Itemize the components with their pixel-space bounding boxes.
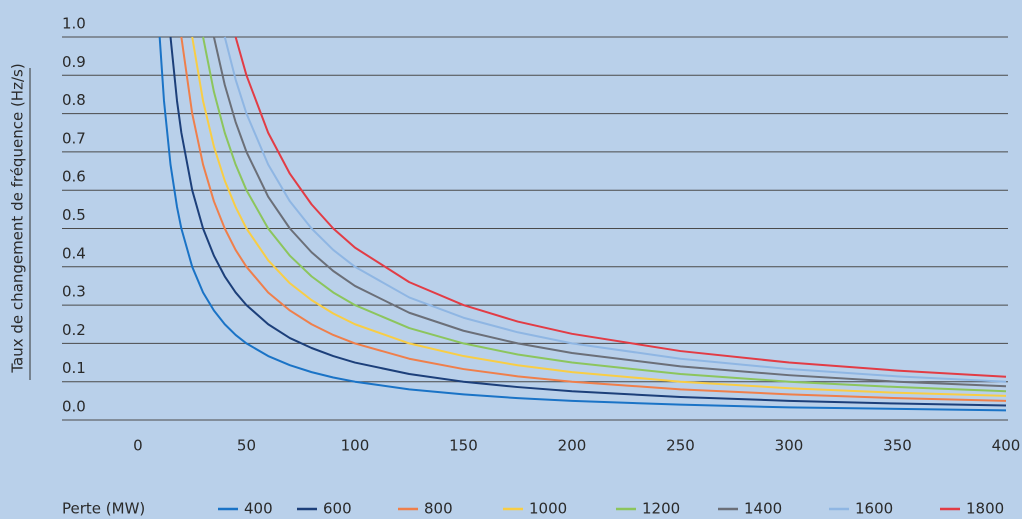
y-tick-label: 0.4 xyxy=(62,244,86,262)
y-tick-label: 0.7 xyxy=(62,129,86,147)
x-tick-label: 150 xyxy=(449,437,478,455)
legend-label: 1000 xyxy=(529,500,567,518)
legend-label: 1200 xyxy=(642,500,680,518)
y-tick-label: 0.0 xyxy=(62,398,86,416)
y-tick-label: 0.2 xyxy=(62,321,86,339)
x-tick-label: 400 xyxy=(992,437,1021,455)
y-tick-label: 0.3 xyxy=(62,283,86,301)
x-tick-label: 250 xyxy=(666,437,695,455)
y-axis-label: Taux de changement de fréquence (Hz/s) xyxy=(9,63,27,373)
x-tick-label: 0 xyxy=(133,437,143,455)
y-tick-label: 0.8 xyxy=(62,91,86,109)
legend-title: Perte (MW) xyxy=(62,500,145,518)
background xyxy=(0,0,1022,519)
legend-label: 800 xyxy=(424,500,453,518)
legend-label: 1600 xyxy=(855,500,893,518)
x-tick-label: 100 xyxy=(341,437,370,455)
y-tick-label: 1.0 xyxy=(62,15,86,33)
x-tick-label: 200 xyxy=(558,437,587,455)
y-tick-label: 0.6 xyxy=(62,168,86,186)
x-tick-label: 350 xyxy=(883,437,912,455)
x-tick-label: 300 xyxy=(775,437,804,455)
x-tick-label: 50 xyxy=(237,437,256,455)
legend-label: 400 xyxy=(244,500,273,518)
legend-label: 1400 xyxy=(744,500,782,518)
chart: Taux de changement de fréquence (Hz/s) P… xyxy=(0,0,1022,519)
y-tick-label: 0.5 xyxy=(62,206,86,224)
y-tick-label: 0.1 xyxy=(62,359,86,377)
legend-label: 1800 xyxy=(966,500,1004,518)
y-tick-label: 0.9 xyxy=(62,53,86,71)
legend-label: 600 xyxy=(323,500,352,518)
